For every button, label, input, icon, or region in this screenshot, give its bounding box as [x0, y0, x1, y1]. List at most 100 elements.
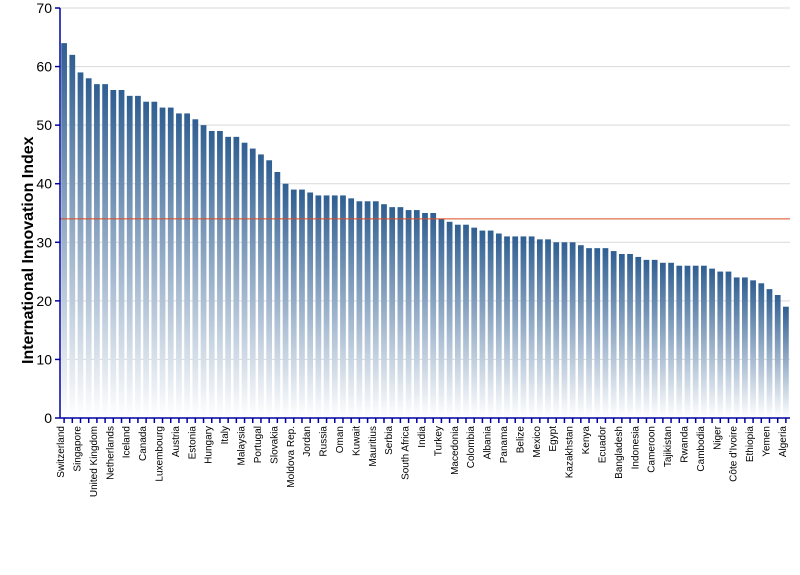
- bar: [496, 234, 502, 419]
- bar: [488, 231, 494, 418]
- bar: [348, 198, 354, 418]
- bar: [553, 242, 559, 418]
- x-tick-label: Kuwait: [351, 426, 362, 456]
- bar: [463, 225, 469, 418]
- x-tick-label: Slovakia: [269, 426, 280, 464]
- bar: [94, 84, 100, 418]
- bar: [143, 102, 149, 418]
- x-tick-label: Portugal: [253, 426, 264, 463]
- x-tick-label: Turkey: [433, 426, 444, 456]
- bar: [717, 272, 723, 418]
- bar: [578, 245, 584, 418]
- x-tick-label: Rwanda: [679, 426, 690, 463]
- bar: [151, 102, 157, 418]
- x-tick-label: Indonesia: [630, 426, 641, 470]
- bar: [242, 143, 248, 418]
- x-tick-label: Belize: [515, 426, 526, 454]
- bar: [373, 201, 379, 418]
- x-tick-label: India: [417, 426, 428, 448]
- bar: [537, 239, 543, 418]
- x-tick-label: Estonia: [187, 426, 198, 460]
- bar: [594, 248, 600, 418]
- y-tick-label: 30: [36, 234, 52, 250]
- bar: [783, 307, 789, 418]
- bar: [603, 248, 609, 418]
- bar: [69, 55, 75, 418]
- bar: [414, 210, 420, 418]
- bar: [521, 236, 527, 418]
- bar: [398, 207, 404, 418]
- bar: [758, 283, 764, 418]
- x-tick-label: Algeria: [778, 426, 789, 458]
- bar: [660, 263, 666, 418]
- bar: [586, 248, 592, 418]
- x-tick-label: Ethiopia: [745, 426, 756, 463]
- bar: [767, 289, 773, 418]
- bar: [389, 207, 395, 418]
- x-tick-label: Russia: [319, 426, 330, 457]
- bar: [357, 201, 363, 418]
- bar: [266, 160, 272, 418]
- bar: [299, 190, 305, 418]
- bar: [233, 137, 239, 418]
- bar: [332, 195, 338, 418]
- bar-chart: 010203040506070SwitzerlandSingaporeUnite…: [0, 0, 800, 575]
- x-tick-label: Kenya: [581, 426, 592, 455]
- bar: [685, 266, 691, 418]
- x-tick-label: Niger: [712, 425, 723, 450]
- bar: [652, 260, 658, 418]
- bar: [217, 131, 223, 418]
- bar: [742, 277, 748, 418]
- bar: [192, 119, 198, 418]
- x-tick-label: Côte d'Ivoire: [729, 426, 740, 482]
- bar: [750, 280, 756, 418]
- x-tick-label: Serbia: [384, 426, 395, 455]
- bar: [381, 204, 387, 418]
- x-tick-label: Iceland: [122, 426, 133, 458]
- y-tick-label: 70: [36, 0, 52, 16]
- x-tick-label: Moldova Rep.: [286, 426, 297, 488]
- bar: [225, 137, 231, 418]
- x-tick-label: Bangladesh: [614, 426, 625, 479]
- bar: [316, 195, 322, 418]
- x-tick-label: Hungary: [204, 426, 215, 464]
- y-tick-label: 20: [36, 293, 52, 309]
- bar: [709, 269, 715, 418]
- bar: [86, 78, 92, 418]
- y-tick-label: 40: [36, 176, 52, 192]
- bar: [110, 90, 116, 418]
- x-tick-label: United Kingdom: [89, 426, 100, 497]
- x-tick-label: Albania: [483, 426, 494, 460]
- bar: [119, 90, 125, 418]
- bar: [447, 222, 453, 418]
- bar: [619, 254, 625, 418]
- x-tick-label: Singapore: [73, 426, 84, 472]
- bar: [693, 266, 699, 418]
- bar: [471, 228, 477, 418]
- bar: [529, 236, 535, 418]
- x-tick-label: Colombia: [466, 426, 477, 469]
- x-tick-label: Canada: [138, 426, 149, 461]
- bar: [209, 131, 215, 418]
- bar: [184, 113, 190, 418]
- y-axis-label: International Innovation Index: [20, 136, 38, 364]
- x-tick-label: Egypt: [548, 426, 559, 452]
- bar: [61, 43, 67, 418]
- chart-container: International Innovation Index 010203040…: [0, 0, 800, 575]
- bar: [365, 201, 371, 418]
- bar: [701, 266, 707, 418]
- bar: [562, 242, 568, 418]
- x-tick-label: Tajikistan: [663, 426, 674, 467]
- bar: [274, 172, 280, 418]
- bar: [102, 84, 108, 418]
- bar: [734, 277, 740, 418]
- x-tick-label: Cambodia: [696, 426, 707, 472]
- bar: [480, 231, 486, 418]
- x-tick-label: Switzerland: [56, 426, 67, 478]
- bar: [406, 210, 412, 418]
- y-tick-label: 50: [36, 117, 52, 133]
- bar: [455, 225, 461, 418]
- bar: [78, 72, 84, 418]
- bar: [726, 272, 732, 418]
- x-tick-label: Mauritius: [368, 426, 379, 467]
